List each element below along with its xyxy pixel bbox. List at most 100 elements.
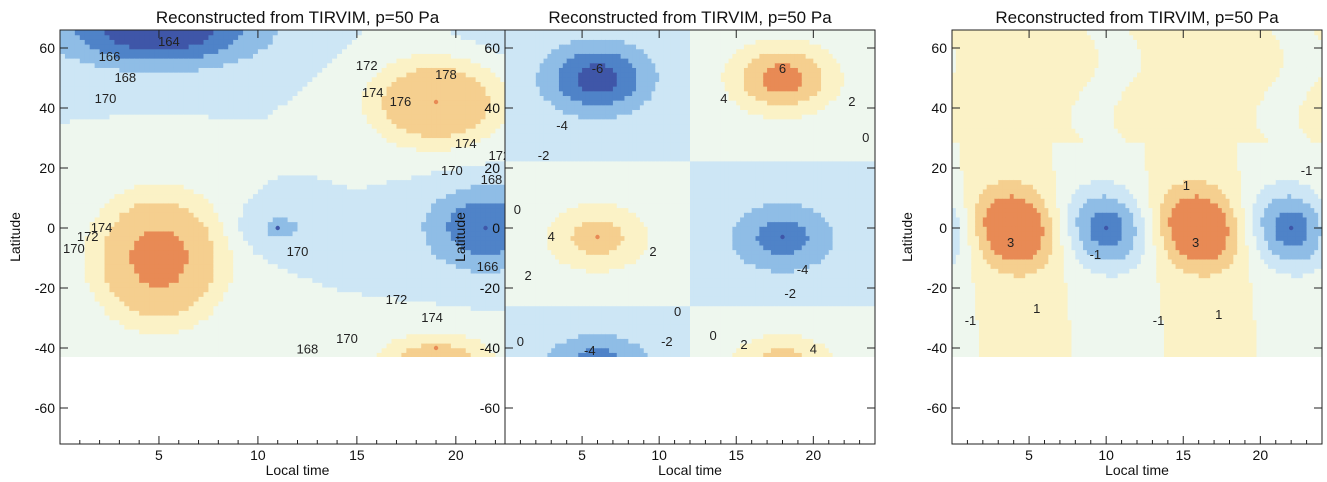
y-tick-label: -60 (480, 400, 500, 416)
contour-label: -4 (797, 262, 809, 277)
contour-label: -1 (1153, 313, 1165, 328)
contour-label: 2 (649, 244, 656, 259)
y-tick-label: -40 (480, 340, 500, 356)
contour-label: 170 (95, 91, 117, 106)
contour-label: 174 (455, 136, 477, 151)
contour-label: -4 (584, 343, 596, 358)
y-tick-label: -20 (35, 280, 55, 296)
contour-label: 3 (1007, 235, 1014, 250)
contour-label: 1 (1215, 307, 1222, 322)
contour-label: 178 (435, 67, 457, 82)
x-tick-label: 5 (1025, 447, 1033, 463)
y-tick-label: -20 (927, 280, 947, 296)
contour-label: -2 (538, 148, 550, 163)
contour-label: 174 (362, 85, 384, 100)
contour-label: 1 (1033, 301, 1040, 316)
contour-extremum-min (1103, 225, 1109, 231)
x-axis-label: Local time (266, 462, 330, 478)
contour-fill (505, 30, 875, 357)
contour-label: 0 (674, 304, 681, 319)
contour-label: 164 (158, 34, 180, 49)
contour-fill (60, 30, 535, 357)
y-tick-label: 40 (931, 100, 947, 116)
y-tick-label: -40 (35, 340, 55, 356)
contour-label: 172 (77, 229, 99, 244)
contour-extremum-max (1196, 225, 1201, 231)
contour-label: 4 (720, 91, 727, 106)
contour-label: 2 (848, 94, 855, 109)
y-tick-label: 20 (39, 160, 55, 176)
y-tick-label: -60 (927, 400, 947, 416)
contour-label: 4 (548, 229, 555, 244)
contour-extremum-min (780, 234, 785, 240)
contour-label: 168 (114, 70, 136, 85)
y-tick-label: -20 (480, 280, 500, 296)
panel-title: Reconstructed from TIRVIM, p=50 Pa (548, 8, 832, 27)
x-tick-label: 20 (448, 447, 464, 463)
contour-label: -1 (965, 313, 977, 328)
x-axis-label: Local time (1105, 462, 1169, 478)
contour-extremum-min (595, 75, 600, 81)
y-tick-label: 0 (939, 220, 947, 236)
contour-panel-tide: -113 3-11-1 -1 15 10 15 20-60-40-200204060Loca… (899, 8, 1323, 478)
contour-label: 166 (477, 259, 499, 274)
y-tick-label: 60 (39, 40, 55, 56)
contour-label: 174 (91, 220, 113, 235)
x-axis-label: Local time (658, 462, 722, 478)
contour-extremum-max (1011, 225, 1016, 231)
x-tick-label: 10 (651, 447, 667, 463)
y-tick-label: 60 (931, 40, 947, 56)
contour-label: 170 (441, 163, 463, 178)
y-tick-label: -40 (927, 340, 947, 356)
x-tick-label: 15 (349, 447, 365, 463)
contour-extremum-max (595, 234, 600, 240)
y-tick-label: -60 (35, 400, 55, 416)
contour-label: 168 (297, 342, 319, 357)
contour-label: 4 (810, 342, 817, 357)
contour-label: 174 (421, 310, 443, 325)
contour-label: 170 (336, 331, 358, 346)
y-tick-label: 40 (39, 100, 55, 116)
contour-label: -2 (661, 334, 673, 349)
contour-label: 0 (514, 202, 521, 217)
panel-title: Reconstructed from TIRVIM, p=50 Pa (995, 8, 1279, 27)
y-tick-label: 20 (931, 160, 947, 176)
contour-label: 3 (1192, 235, 1199, 250)
contour-label: 1 (1183, 178, 1190, 193)
contour-label: 170 (63, 241, 85, 256)
x-tick-label: 10 (250, 447, 266, 463)
y-tick-label: 40 (484, 100, 500, 116)
x-tick-label: 10 (1098, 447, 1114, 463)
contour-label: 172 (386, 292, 408, 307)
y-tick-label: 60 (484, 40, 500, 56)
contour-fill (952, 30, 1322, 357)
y-axis-label: Latitude (899, 212, 915, 262)
contour-label: 170 (287, 244, 309, 259)
contour-label: 0 (710, 328, 717, 343)
contour-label: 172 (356, 58, 378, 73)
contour-extremum-min (1288, 225, 1294, 231)
contour-label: -1 (1301, 163, 1313, 178)
contour-extremum-max (433, 345, 439, 351)
contour-label: 2 (525, 268, 532, 283)
contour-label: 6 (779, 61, 786, 76)
panel-title: Reconstructed from TIRVIM, p=50 Pa (156, 8, 440, 27)
contour-extremum-min (483, 225, 488, 231)
contour-label: -4 (556, 118, 568, 133)
x-tick-label: 20 (806, 447, 822, 463)
contour-extremum-max (780, 75, 785, 81)
contour-extremum-max (433, 99, 439, 105)
contour-extremum-max (156, 255, 162, 261)
x-tick-label: 20 (1253, 447, 1269, 463)
x-tick-label: 15 (728, 447, 744, 463)
contour-label: -1 (1090, 247, 1102, 262)
y-axis-label: Latitude (7, 212, 23, 262)
x-tick-label: 5 (155, 447, 163, 463)
contour-label: 168 (481, 172, 503, 187)
y-tick-label: 0 (492, 220, 500, 236)
contour-label: -2 (784, 286, 796, 301)
contour-label: -6 (592, 61, 604, 76)
y-tick-label: 0 (47, 220, 55, 236)
